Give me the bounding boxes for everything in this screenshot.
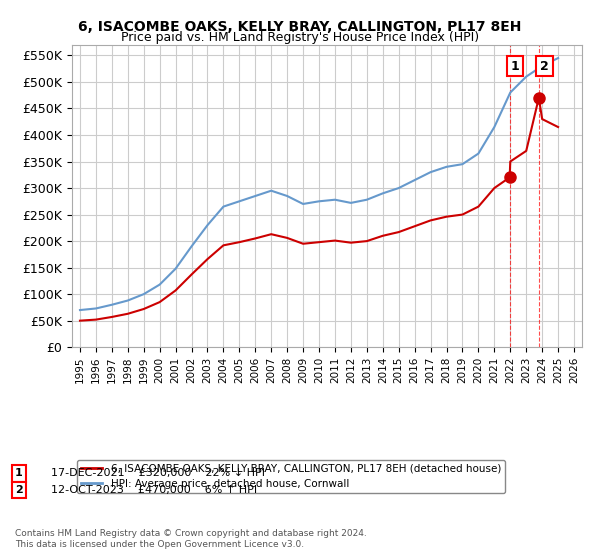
Text: Price paid vs. HM Land Registry's House Price Index (HPI): Price paid vs. HM Land Registry's House …	[121, 31, 479, 44]
Text: Contains HM Land Registry data © Crown copyright and database right 2024.
This d: Contains HM Land Registry data © Crown c…	[15, 529, 367, 549]
Text: 1: 1	[15, 468, 23, 478]
Text: 2: 2	[540, 59, 549, 73]
Text: 17-DEC-2021    £320,000    22% ↓ HPI: 17-DEC-2021 £320,000 22% ↓ HPI	[51, 468, 265, 478]
Text: 6, ISACOMBE OAKS, KELLY BRAY, CALLINGTON, PL17 8EH: 6, ISACOMBE OAKS, KELLY BRAY, CALLINGTON…	[79, 20, 521, 34]
Text: 2: 2	[15, 485, 23, 495]
Text: 1: 1	[511, 59, 520, 73]
Text: 12-OCT-2023    £470,000    6% ↑ HPI: 12-OCT-2023 £470,000 6% ↑ HPI	[51, 485, 257, 495]
Legend: 6, ISACOMBE OAKS, KELLY BRAY, CALLINGTON, PL17 8EH (detached house), HPI: Averag: 6, ISACOMBE OAKS, KELLY BRAY, CALLINGTON…	[77, 460, 505, 493]
